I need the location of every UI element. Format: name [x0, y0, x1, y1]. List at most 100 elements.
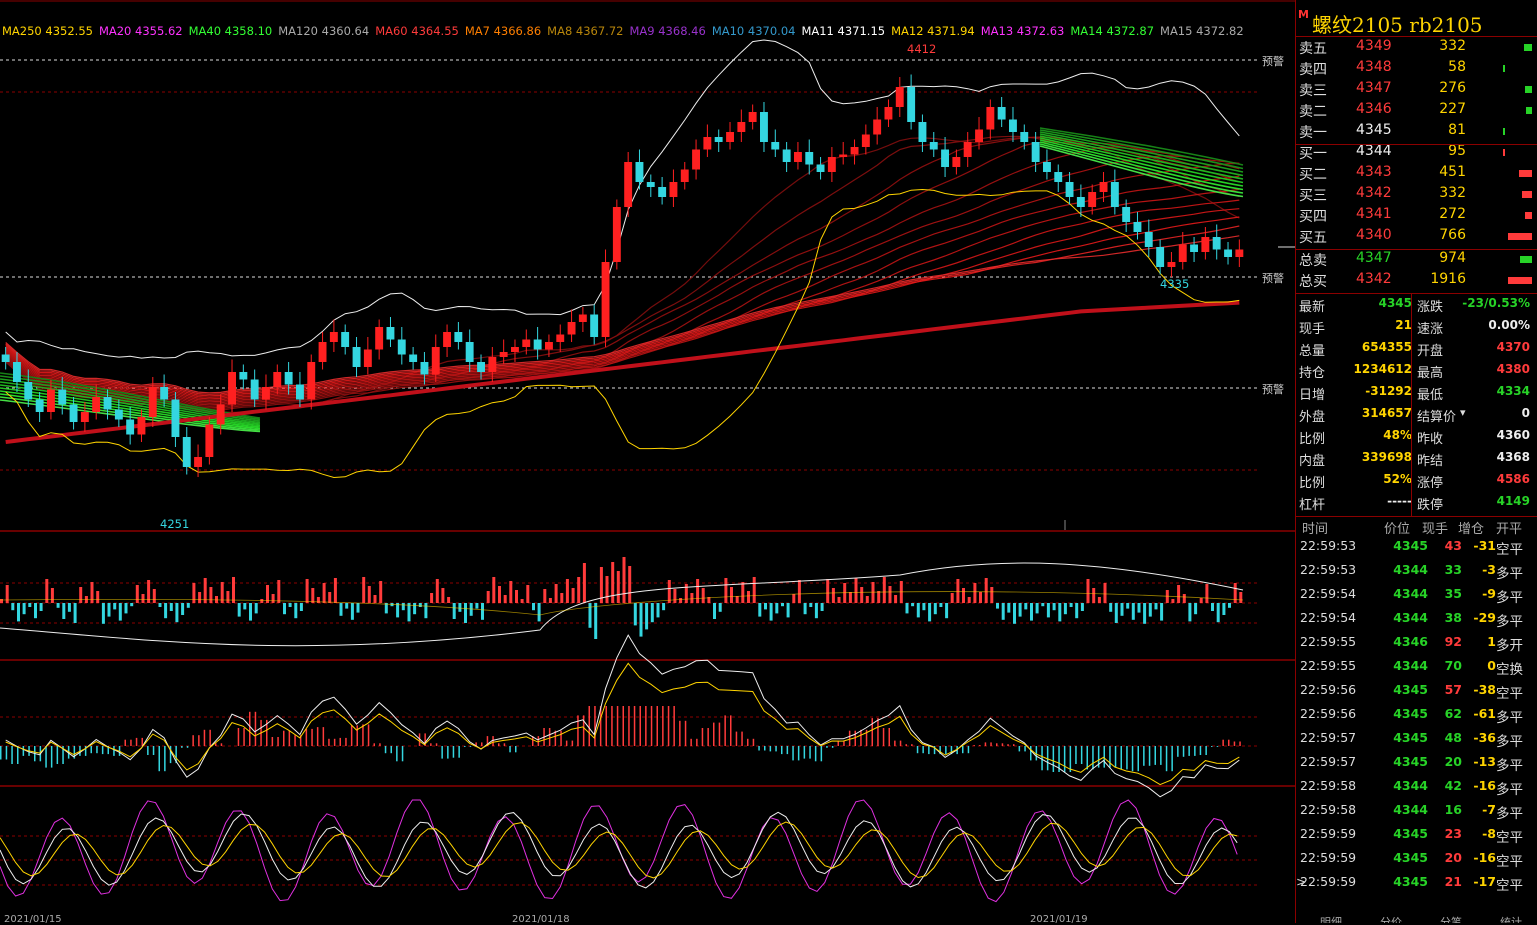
order-book-label: 卖三	[1299, 83, 1327, 99]
tick-row[interactable]: 22:59:56 4345 62 -61 多平	[1296, 706, 1537, 730]
order-book-row[interactable]: 买二 4343 451	[1296, 164, 1537, 185]
order-book-row[interactable]: 卖二 4346 227	[1296, 101, 1537, 122]
order-book-row[interactable]: 卖三 4347 276	[1296, 80, 1537, 101]
candle-body	[635, 162, 644, 182]
candle-body	[1054, 172, 1063, 182]
volume-bar	[141, 594, 145, 603]
candle-body	[296, 384, 304, 400]
order-book-volume: 227	[1439, 101, 1466, 117]
quote-value: -----	[1387, 494, 1412, 508]
volume-bar	[486, 591, 490, 603]
volume-bar	[50, 588, 54, 603]
green-ma-ribbon	[0, 381, 261, 424]
volume-bar	[565, 579, 569, 603]
candle-body	[680, 169, 689, 182]
tick-row[interactable]: 22:59:57 4345 20 -13 多平	[1296, 754, 1537, 778]
order-book-row[interactable]: 卖四 4348 58	[1296, 59, 1537, 80]
candle-body	[1144, 232, 1153, 247]
candle-body	[624, 162, 633, 207]
volume-bar	[865, 596, 869, 603]
macd-bar	[1165, 746, 1168, 772]
tick-row[interactable]: 22:59:53 4345 43 -31 空平	[1296, 538, 1537, 562]
macd-bar	[622, 706, 624, 746]
green-ma-ribbon	[1039, 127, 1244, 166]
tick-row[interactable]: 22:59:55 4346 92 1 多开	[1296, 634, 1537, 658]
order-book-price: 4347	[1356, 250, 1392, 266]
macd-bar	[384, 746, 387, 754]
tick-row[interactable]: 22:59:54 4344 38 -29 多平	[1296, 610, 1537, 634]
order-book-row[interactable]: 买五 4340 766	[1296, 227, 1537, 248]
order-book-row[interactable]: 买三 4342 332	[1296, 185, 1537, 206]
quote-value: 4334	[1496, 384, 1530, 398]
tick-row[interactable]: >22:59:59 4345 21 -17 空平	[1296, 874, 1537, 898]
tab-ticks[interactable]: 分笔	[1440, 916, 1462, 923]
macd-bar	[645, 706, 647, 746]
tab-detail[interactable]: 明细	[1320, 916, 1342, 923]
volume-bar	[605, 576, 609, 603]
macd-bar	[203, 729, 206, 746]
order-book-label: 卖四	[1299, 62, 1327, 78]
order-book-row[interactable]: 买四 4341 272	[1296, 206, 1537, 227]
macd-bar	[554, 730, 557, 746]
volume-bar	[1075, 603, 1079, 619]
macd-bar	[0, 746, 2, 760]
quote-row: 最新 4345 涨跌 -23/0.53%	[1296, 296, 1537, 318]
volume-bar	[1160, 603, 1164, 621]
order-book-row[interactable]: 卖五 4349 332	[1296, 38, 1537, 59]
order-book-volume-bar	[1503, 65, 1505, 72]
quote-value: 4345	[1378, 296, 1412, 310]
tick-time: 22:59:53	[1300, 538, 1357, 553]
tick-row[interactable]: 22:59:55 4344 70 0 空换	[1296, 658, 1537, 682]
volume-bar	[1035, 603, 1039, 614]
candle-body	[839, 154, 848, 157]
candle-body	[986, 107, 995, 130]
chevron-down-icon[interactable]: ▾	[1460, 406, 1466, 419]
order-book-volume-bar	[1524, 44, 1532, 51]
kline-chart[interactable]	[0, 0, 1295, 923]
tab-stats[interactable]: 统计	[1500, 916, 1522, 923]
tick-qty: 92	[1444, 634, 1462, 649]
tick-row[interactable]: 22:59:59 4345 23 -8 空平	[1296, 826, 1537, 850]
macd-bar	[362, 724, 364, 746]
quote-value: 4380	[1496, 362, 1530, 376]
macd-bar	[628, 706, 630, 746]
green-ma-ribbon	[1039, 135, 1244, 180]
tick-row[interactable]: 22:59:53 4344 33 -3 多平	[1296, 562, 1537, 586]
tick-price: 4344	[1393, 586, 1428, 601]
candle-body	[284, 372, 293, 385]
candle-body	[1076, 197, 1085, 207]
macd-bar	[1131, 746, 1134, 772]
tab-price-dist[interactable]: 分价	[1380, 916, 1402, 923]
tick-row[interactable]: 22:59:57 4345 48 -36 多平	[1296, 730, 1537, 754]
macd-bar	[1007, 744, 1009, 746]
volume-bar	[633, 603, 637, 626]
candle-body	[703, 137, 712, 150]
green-ma-ribbon	[1039, 129, 1244, 170]
tick-row[interactable]: 22:59:59 4345 20 -16 空平	[1296, 850, 1537, 874]
volume-bar	[696, 579, 700, 603]
macd-bar	[84, 746, 87, 756]
macd-bar	[130, 739, 132, 746]
tick-oi-change: -36	[1473, 730, 1496, 745]
order-book-row[interactable]: 总买 4342 1916	[1296, 271, 1537, 292]
ma-legend-item: MA9 4368.46	[629, 24, 706, 38]
candle-body	[1235, 249, 1244, 257]
tick-row[interactable]: 22:59:58 4344 42 -16 多平	[1296, 778, 1537, 802]
tick-row[interactable]: 22:59:58 4344 16 -7 多平	[1296, 802, 1537, 826]
candle-body	[182, 437, 191, 467]
instrument-title-bar[interactable]: M 螺纹2105 rb2105	[1296, 6, 1537, 37]
macd-bar	[713, 722, 715, 746]
macd-bar	[1188, 746, 1190, 756]
order-book-row[interactable]: 买一 4344 95	[1296, 143, 1537, 164]
tick-row[interactable]: 22:59:54 4344 35 -9 多平	[1296, 586, 1537, 610]
order-book-row[interactable]: 总卖 4347 974	[1296, 250, 1537, 271]
macd-bar	[1103, 746, 1105, 768]
tick-time: 22:59:53	[1300, 562, 1357, 577]
macd-bar	[662, 706, 664, 746]
order-book-row[interactable]: 卖一 4345 81	[1296, 122, 1537, 143]
kline-chart-area[interactable]: MA250 4352.55 MA20 4355.62 MA40 4358.10 MA1…	[0, 0, 1295, 925]
volume-bar	[447, 597, 451, 603]
tick-price: 4345	[1393, 850, 1428, 865]
volume-bar	[362, 577, 366, 603]
tick-row[interactable]: 22:59:56 4345 57 -38 空平	[1296, 682, 1537, 706]
